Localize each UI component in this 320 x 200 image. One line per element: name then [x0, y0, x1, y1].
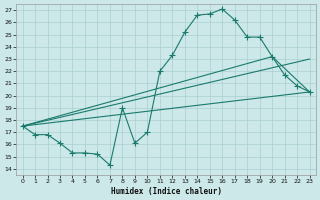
- X-axis label: Humidex (Indice chaleur): Humidex (Indice chaleur): [111, 187, 221, 196]
